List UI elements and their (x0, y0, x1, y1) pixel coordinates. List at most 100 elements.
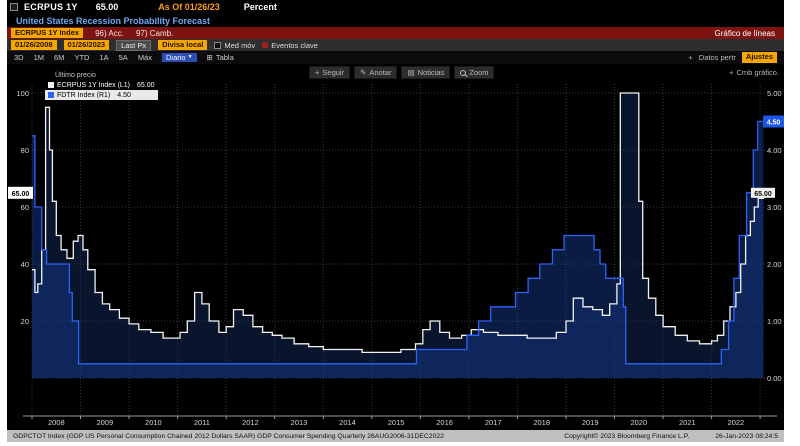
news-icon: ▤ (407, 68, 415, 77)
year-label: 2015 (388, 418, 405, 427)
date-to-field[interactable]: 01/26/2023 (63, 39, 110, 51)
track-icon: + (315, 68, 320, 77)
fdtr-line (32, 120, 764, 365)
moving-average-checkbox[interactable] (214, 41, 222, 49)
right-axis-tick-label: 3.00 (767, 203, 782, 212)
left-axis-current-tag (8, 186, 33, 199)
zoom-icon (460, 69, 467, 76)
currency-select[interactable]: Divisa local (158, 39, 208, 51)
year-label: 2011 (194, 418, 210, 427)
tab-1y[interactable]: 1A (99, 53, 109, 62)
zoom-button[interactable]: Zoom (454, 66, 495, 79)
ecrpus-area (32, 93, 764, 378)
as-of-date: As Of 01/26/23 (158, 2, 220, 12)
left-axis-tick-label: 40 (21, 260, 29, 269)
last-point-value: 65.00 (754, 191, 772, 198)
tab-5y[interactable]: 5A (118, 53, 128, 62)
edit-chart-button[interactable]: + Cmb gráfico. (729, 68, 779, 77)
annotate-icon: ✎ (360, 68, 367, 77)
menu-edit[interactable]: 97) Camb. (135, 28, 174, 38)
left-axis-tick-label: 60 (21, 203, 29, 212)
right-axis-tick-label: 5.00 (767, 89, 782, 98)
year-label: 2012 (242, 418, 259, 427)
news-button[interactable]: ▤ Noticias (401, 66, 451, 79)
ticker-symbol: ECRPUS 1Y (24, 2, 78, 12)
left-axis-tick-label: 80 (21, 146, 29, 155)
left-axis-tick-label: 100 (16, 89, 29, 98)
security-field[interactable]: ECRPUS 1Y Index (11, 27, 84, 39)
right-axis-current-tag (763, 115, 784, 128)
key-events-toggle[interactable]: Eventos clave (262, 41, 318, 50)
legend-value-ecrpus: 65.00 (137, 81, 155, 89)
chart-template-button[interactable]: Ajustes (741, 52, 777, 63)
moving-average-toggle[interactable]: Med móv (214, 41, 255, 50)
chart-type-label[interactable]: Gráfico de líneas (714, 28, 775, 38)
year-label: 2022 (728, 418, 745, 427)
related-data-button[interactable]: Datos pertr (698, 53, 736, 62)
legend-row-ecrpus[interactable]: ECRPUS 1Y Index (L1) 65.00 (45, 80, 158, 90)
annotate-button[interactable]: ✎ Anotar (354, 66, 398, 79)
right-axis-tick-label: 0.00 (767, 374, 782, 383)
price-type-button[interactable]: Last Px (116, 39, 152, 51)
chart-area: 20 40 60 80 100 0.00 1.00 2.00 3.00 4.00 5.00 2008 2… (7, 64, 784, 430)
year-label: 2014 (339, 418, 356, 427)
moving-average-label: Med móv (224, 40, 256, 50)
right-axis-tick-label: 4.00 (767, 146, 782, 155)
period-tabs-bar: 3D 1M 6M YTD 1A 5A Máx Diario ▼ ⊞ Tabla … (7, 51, 784, 64)
quote-bar: ECRPUS 1Y 65.00 As Of 01/26/23 Percent (7, 0, 784, 14)
year-label: 2009 (96, 418, 113, 427)
fdtr-area (32, 121, 764, 378)
year-label: 2013 (291, 418, 308, 427)
bloomberg-terminal-window: ECRPUS 1Y 65.00 As Of 01/26/23 Percent U… (7, 0, 784, 442)
tab-1m[interactable]: 1M (33, 53, 45, 62)
tab-3d[interactable]: 3D (14, 53, 24, 62)
status-description: GDPCTOT Index (GDP US Personal Consumpti… (13, 432, 444, 440)
date-from-field[interactable]: 01/26/2008 (11, 39, 57, 51)
command-bar: ECRPUS 1Y Index 96) Acc. 97) Camb. Gráfi… (7, 27, 784, 39)
right-axis-current-value: 4.50 (767, 120, 781, 127)
chevron-down-icon: ▼ (187, 54, 193, 61)
left-axis-current-value: 65.00 (12, 191, 30, 198)
settings-bar: 01/26/2008 01/26/2023 Last Px Divisa loc… (7, 39, 784, 51)
chart-toolbar: + Seguir ✎ Anotar ▤ Noticias Zoom (309, 66, 495, 79)
year-label: 2017 (485, 418, 502, 427)
unit-label: Percent (243, 2, 277, 12)
track-button[interactable]: + Seguir (309, 66, 351, 79)
last-point-marker (751, 187, 775, 198)
security-title: United States Recession Probability Fore… (16, 15, 211, 26)
year-label: 2008 (48, 418, 65, 427)
ticker-last-value: 65.00 (95, 2, 119, 12)
ecrpus-swatch (48, 82, 54, 88)
ecrpus-line (32, 92, 765, 354)
edit-chart-icon: + (729, 68, 734, 77)
table-button[interactable]: ⊞ Tabla (207, 53, 234, 62)
chart-plot[interactable]: 20 40 60 80 100 0.00 1.00 2.00 3.00 4.00 5.00 2008 2… (7, 64, 784, 430)
menu-actions[interactable]: 96) Acc. (95, 28, 124, 38)
frequency-select[interactable]: Diario ▼ (161, 52, 197, 63)
tab-6m[interactable]: 6M (54, 53, 65, 62)
table-icon: ⊞ (206, 53, 213, 62)
year-label: 2019 (582, 418, 599, 427)
security-menu-icon[interactable] (10, 3, 18, 11)
year-label: 2016 (436, 418, 453, 427)
legend-title: Último precio (55, 72, 96, 79)
tab-max[interactable]: Máx (137, 53, 152, 62)
legend-row-fdtr[interactable]: FDTR Index (R1) 4.50 (45, 90, 158, 100)
legend-value-fdtr: 4.50 (117, 91, 131, 99)
year-label: 2021 (679, 418, 696, 427)
key-events-label: Eventos clave (271, 40, 318, 50)
legend-label-fdtr: FDTR Index (R1) (57, 91, 111, 99)
right-axis-tick-label: 2.00 (767, 260, 782, 269)
year-label: 2020 (630, 418, 647, 427)
right-axis-tick-label: 1.00 (767, 317, 782, 326)
status-bar: GDPCTOT Index (GDP US Personal Consumpti… (7, 430, 784, 442)
table-label: Tabla (215, 53, 234, 62)
tab-ytd[interactable]: YTD (74, 53, 90, 62)
frequency-value: Diario (165, 52, 186, 62)
timestamp: 26-Jan-2023 08:24:5 (715, 432, 778, 440)
legend-label-ecrpus: ECRPUS 1Y Index (L1) (57, 81, 131, 89)
title-bar: United States Recession Probability Fore… (7, 14, 784, 27)
copyright-text: Copyright© 2023 Bloomberg Finance L.P. (564, 432, 690, 440)
year-label: 2010 (145, 418, 162, 427)
key-events-icon (262, 42, 269, 48)
